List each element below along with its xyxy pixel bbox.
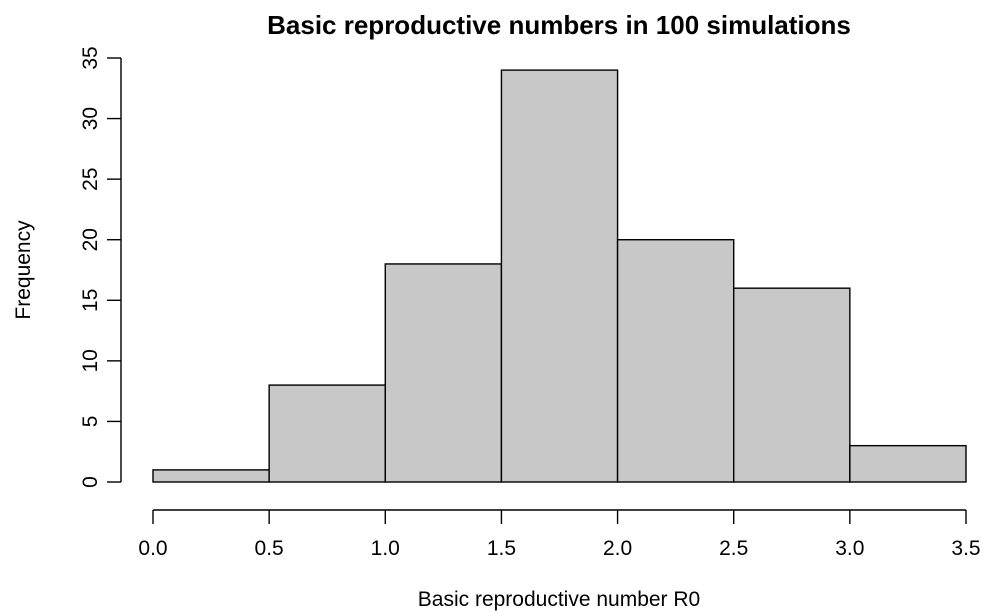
x-tick-label-1.5: 1.5: [487, 537, 516, 560]
x-axis: 0.0 0.5 1.0 1.5 2.0 2.5 3.0 3.5: [138, 509, 981, 560]
histogram-bar-4: [500, 69, 619, 483]
x-tick-label-2.0: 2.0: [603, 537, 632, 560]
histogram-bar-6: [733, 287, 851, 483]
y-tick-label-20: 20: [79, 228, 102, 251]
x-tick-label-3.0: 3.0: [835, 537, 864, 560]
y-axis-label: Frequency: [12, 220, 35, 320]
histogram-bar-7: [849, 444, 967, 483]
y-tick-label-0: 0: [79, 476, 102, 488]
x-tick-label-0.5: 0.5: [255, 537, 284, 560]
y-tick-label-30: 30: [79, 107, 102, 130]
x-tick-label-2.5: 2.5: [719, 537, 748, 560]
x-tick-label-1.0: 1.0: [371, 537, 400, 560]
y-tick-label-10: 10: [79, 349, 102, 372]
chart-title: Basic reproductive numbers in 100 simula…: [267, 10, 851, 40]
y-tick-label-35: 35: [79, 46, 102, 69]
y-tick-label-25: 25: [79, 167, 102, 190]
bars-group: [152, 69, 967, 483]
histogram-bar-5: [616, 239, 735, 483]
histogram-bar-1: [152, 469, 270, 483]
x-axis-label: Basic reproductive number R0: [418, 588, 700, 611]
y-axis: 0 5 10 15 20 25 30 35: [79, 46, 122, 488]
x-tick-label-3.5: 3.5: [951, 537, 980, 560]
histogram-bar-3: [384, 263, 503, 483]
y-tick-label-5: 5: [79, 416, 102, 428]
x-tick-label-0.0: 0.0: [138, 537, 167, 560]
histogram-bar-2: [268, 384, 386, 483]
y-tick-label-15: 15: [79, 289, 102, 312]
